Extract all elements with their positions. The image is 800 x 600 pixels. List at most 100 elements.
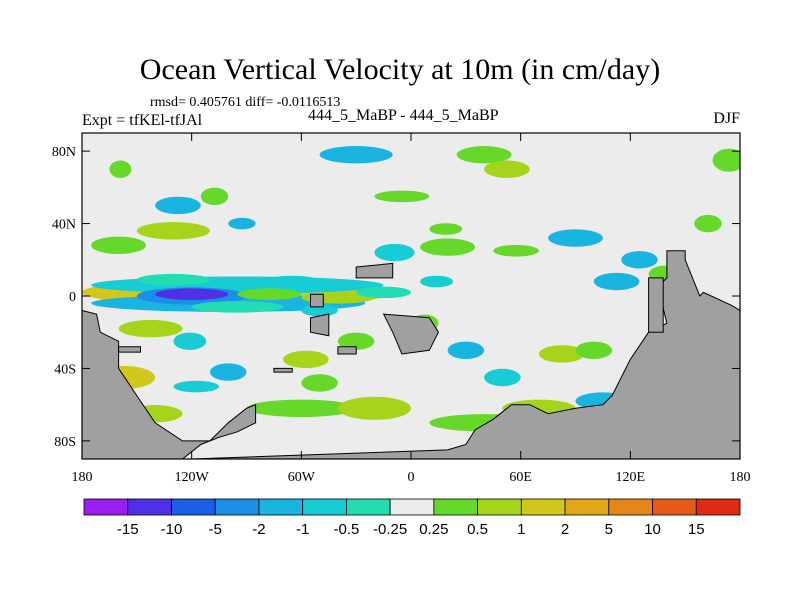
anomaly-patch: [429, 223, 463, 235]
anomaly-patch: [200, 187, 229, 206]
land-polygon: [191, 250, 740, 459]
anomaly-patch: [575, 341, 613, 360]
colorbar-swatch: [608, 498, 653, 516]
colorbar-label: 15: [688, 521, 705, 538]
colorbar-label: -10: [161, 521, 183, 538]
colorbar-label: -15: [117, 521, 139, 538]
colorbar: -15 -10 -5 -2 -1 -0.5 -0.25 0.25 0.5 1 2 5 10 15: [83, 498, 741, 538]
anomaly-patch: [173, 380, 220, 393]
colorbar-swatch: [214, 498, 260, 516]
anomaly-patch: [136, 222, 210, 240]
land-polygon: [648, 277, 664, 333]
anomaly-patch: [356, 286, 412, 299]
y-axis: 80N 40N 0 40S 80S: [52, 145, 740, 450]
colorbar-label: -0.5: [333, 521, 359, 538]
anomaly-patch: [228, 217, 256, 230]
anomaly-patch: [136, 273, 210, 286]
land-polygon: [337, 346, 357, 355]
colorbar-swatch: [520, 498, 566, 516]
x-tick-label: 120E: [616, 470, 646, 485]
land-polygon: [273, 367, 293, 373]
anomaly-patch: [246, 399, 357, 417]
experiment-label: Expt = tfKEl-tfJAl: [82, 112, 203, 129]
colorbar-label: 1: [517, 521, 525, 538]
anomaly-field: [82, 146, 740, 432]
anomaly-patch: [91, 236, 146, 254]
land-polygon: [382, 313, 439, 355]
colorbar-swatch: [477, 498, 522, 516]
x-tick-label: 180: [72, 470, 93, 485]
colorbar-swatch: [83, 498, 129, 516]
y-tick-label: 80S: [54, 435, 76, 450]
y-tick-label: 40N: [52, 218, 76, 233]
anomaly-patch: [237, 288, 302, 300]
colorbar-swatch: [564, 498, 610, 516]
chart-title: Ocean Vertical Velocity at 10m (in cm/da…: [139, 53, 661, 86]
y-tick-label: 80N: [52, 145, 76, 160]
x-tick-label: 60E: [509, 470, 532, 485]
anomaly-patch: [337, 396, 412, 420]
land-mask: [82, 250, 740, 459]
anomaly-patch: [337, 332, 375, 350]
x-tick-label: 180: [730, 470, 751, 485]
colorbar-swatch: [433, 498, 479, 516]
land-polygon: [82, 309, 257, 459]
colorbar-swatch: [652, 498, 697, 516]
anomaly-patch: [493, 244, 539, 257]
colorbar-swatch: [302, 498, 347, 516]
anomaly-patch: [593, 272, 640, 291]
anomaly-patch: [420, 238, 475, 256]
anomaly-patch: [155, 288, 229, 300]
anomaly-patch: [301, 374, 338, 392]
anomaly-patch: [173, 332, 207, 350]
anomaly-patch: [484, 368, 521, 387]
anomaly-patch: [484, 160, 530, 178]
x-tick-label: 120W: [175, 470, 210, 485]
x-tick-label: 0: [408, 470, 415, 485]
land-polygon: [355, 262, 394, 279]
anomaly-patch: [118, 319, 183, 338]
colorbar-swatch: [171, 498, 216, 516]
anomaly-patch: [374, 243, 415, 262]
colorbar-swatch: [258, 498, 304, 516]
season-label: DJF: [713, 110, 740, 127]
stats-text: rmsd= 0.405761 diff= -0.0116513: [150, 95, 341, 110]
colorbar-label: -1: [296, 521, 309, 538]
anomaly-patch: [621, 251, 658, 269]
colorbar-label: 0.25: [419, 521, 448, 538]
land-polygon: [310, 293, 324, 308]
anomaly-patch: [420, 275, 454, 288]
anomaly-patch: [447, 341, 485, 360]
anomaly-patch: [712, 148, 740, 172]
y-tick-label: 0: [69, 290, 76, 305]
anomaly-patch: [301, 304, 338, 317]
colorbar-label: -2: [252, 521, 265, 538]
colorbar-swatch: [127, 498, 172, 516]
colorbar-label: -5: [209, 521, 222, 538]
anomaly-patch: [264, 275, 320, 288]
anomaly-patch: [694, 214, 722, 233]
colorbar-swatch: [695, 498, 741, 516]
anomaly-patch: [109, 160, 132, 178]
anomaly-patch: [155, 196, 201, 215]
anomaly-patch: [548, 229, 603, 247]
land-polygon: [118, 346, 141, 353]
colorbar-swatch: [389, 498, 435, 516]
colorbar-label: 5: [605, 521, 613, 538]
anomaly-patch: [209, 363, 247, 381]
run-label: 444_5_MaBP - 444_5_MaBP: [308, 107, 499, 124]
anomaly-patch: [456, 146, 512, 164]
y-tick-label: 40S: [54, 362, 76, 377]
colorbar-label: 0.5: [467, 521, 488, 538]
colorbar-label: 2: [561, 521, 569, 538]
x-tick-label: 60W: [288, 470, 316, 485]
anomaly-patch: [191, 301, 284, 313]
land-polygon: [310, 313, 330, 337]
colorbar-swatch: [345, 498, 391, 516]
anomaly-patch: [538, 345, 585, 363]
x-axis: 180 120W 60W 0 60E 120E 180: [72, 133, 751, 485]
colorbar-label: -0.25: [373, 521, 407, 538]
anomaly-patch: [374, 190, 430, 203]
